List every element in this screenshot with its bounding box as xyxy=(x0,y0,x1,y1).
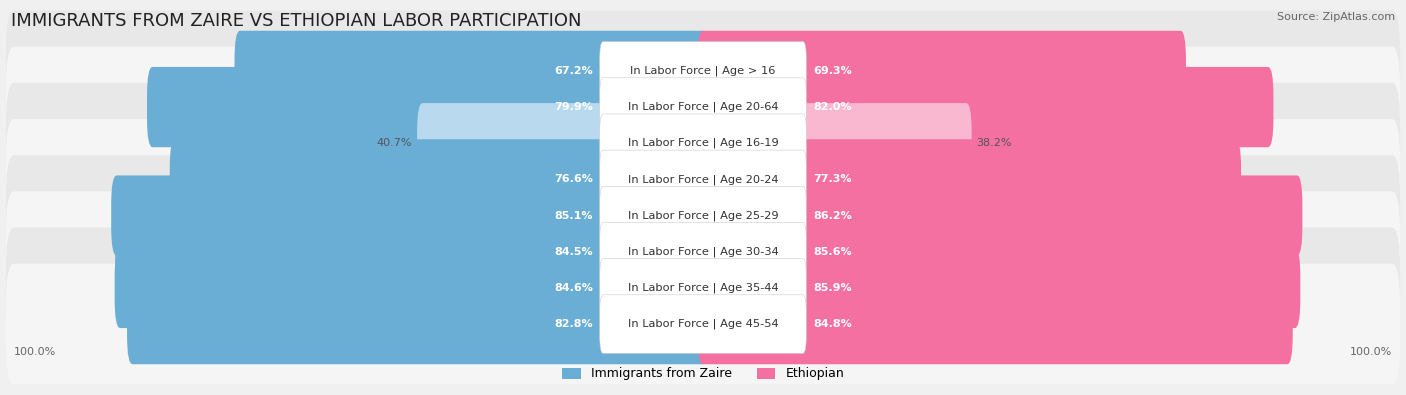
FancyBboxPatch shape xyxy=(6,155,1400,276)
Text: 69.3%: 69.3% xyxy=(813,66,852,76)
FancyBboxPatch shape xyxy=(697,103,972,183)
Text: 84.6%: 84.6% xyxy=(554,283,593,293)
Text: In Labor Force | Age > 16: In Labor Force | Age > 16 xyxy=(630,66,776,76)
Text: In Labor Force | Age 25-29: In Labor Force | Age 25-29 xyxy=(627,210,779,221)
Text: 77.3%: 77.3% xyxy=(813,175,852,184)
Text: 100.0%: 100.0% xyxy=(14,346,56,357)
FancyBboxPatch shape xyxy=(6,83,1400,204)
Text: 85.9%: 85.9% xyxy=(813,283,852,293)
FancyBboxPatch shape xyxy=(697,139,1241,220)
FancyBboxPatch shape xyxy=(6,191,1400,312)
Text: In Labor Force | Age 20-64: In Labor Force | Age 20-64 xyxy=(627,102,779,112)
FancyBboxPatch shape xyxy=(6,264,1400,384)
FancyBboxPatch shape xyxy=(599,222,807,281)
Text: 82.0%: 82.0% xyxy=(813,102,852,112)
FancyBboxPatch shape xyxy=(170,139,709,220)
FancyBboxPatch shape xyxy=(697,212,1298,292)
FancyBboxPatch shape xyxy=(599,41,807,100)
FancyBboxPatch shape xyxy=(599,150,807,209)
Text: 76.6%: 76.6% xyxy=(554,175,593,184)
FancyBboxPatch shape xyxy=(599,186,807,245)
FancyBboxPatch shape xyxy=(599,295,807,354)
Text: In Labor Force | Age 45-54: In Labor Force | Age 45-54 xyxy=(627,319,779,329)
Text: 84.5%: 84.5% xyxy=(554,247,593,257)
FancyBboxPatch shape xyxy=(599,78,807,136)
FancyBboxPatch shape xyxy=(115,212,709,292)
Text: 100.0%: 100.0% xyxy=(1350,346,1392,357)
FancyBboxPatch shape xyxy=(115,248,709,328)
FancyBboxPatch shape xyxy=(148,67,709,147)
FancyBboxPatch shape xyxy=(6,119,1400,240)
FancyBboxPatch shape xyxy=(697,31,1185,111)
Text: 82.8%: 82.8% xyxy=(554,319,593,329)
FancyBboxPatch shape xyxy=(697,67,1274,147)
Text: Source: ZipAtlas.com: Source: ZipAtlas.com xyxy=(1277,12,1395,22)
Text: 84.8%: 84.8% xyxy=(813,319,852,329)
FancyBboxPatch shape xyxy=(111,175,709,256)
FancyBboxPatch shape xyxy=(6,11,1400,131)
Text: In Labor Force | Age 30-34: In Labor Force | Age 30-34 xyxy=(627,246,779,257)
FancyBboxPatch shape xyxy=(127,284,709,364)
Text: In Labor Force | Age 35-44: In Labor Force | Age 35-44 xyxy=(627,283,779,293)
Text: In Labor Force | Age 20-24: In Labor Force | Age 20-24 xyxy=(627,174,779,185)
FancyBboxPatch shape xyxy=(6,228,1400,348)
FancyBboxPatch shape xyxy=(235,31,709,111)
Text: In Labor Force | Age 16-19: In Labor Force | Age 16-19 xyxy=(627,138,779,149)
Text: 40.7%: 40.7% xyxy=(377,138,412,148)
Text: 79.9%: 79.9% xyxy=(554,102,593,112)
Text: 67.2%: 67.2% xyxy=(554,66,593,76)
Text: 85.1%: 85.1% xyxy=(554,211,593,220)
Legend: Immigrants from Zaire, Ethiopian: Immigrants from Zaire, Ethiopian xyxy=(562,367,844,380)
FancyBboxPatch shape xyxy=(599,114,807,173)
FancyBboxPatch shape xyxy=(418,103,709,183)
Text: 38.2%: 38.2% xyxy=(977,138,1012,148)
FancyBboxPatch shape xyxy=(697,284,1292,364)
FancyBboxPatch shape xyxy=(697,248,1301,328)
Text: IMMIGRANTS FROM ZAIRE VS ETHIOPIAN LABOR PARTICIPATION: IMMIGRANTS FROM ZAIRE VS ETHIOPIAN LABOR… xyxy=(11,12,582,30)
FancyBboxPatch shape xyxy=(6,47,1400,167)
Text: 85.6%: 85.6% xyxy=(813,247,852,257)
FancyBboxPatch shape xyxy=(599,259,807,317)
FancyBboxPatch shape xyxy=(697,175,1302,256)
Text: 86.2%: 86.2% xyxy=(813,211,852,220)
